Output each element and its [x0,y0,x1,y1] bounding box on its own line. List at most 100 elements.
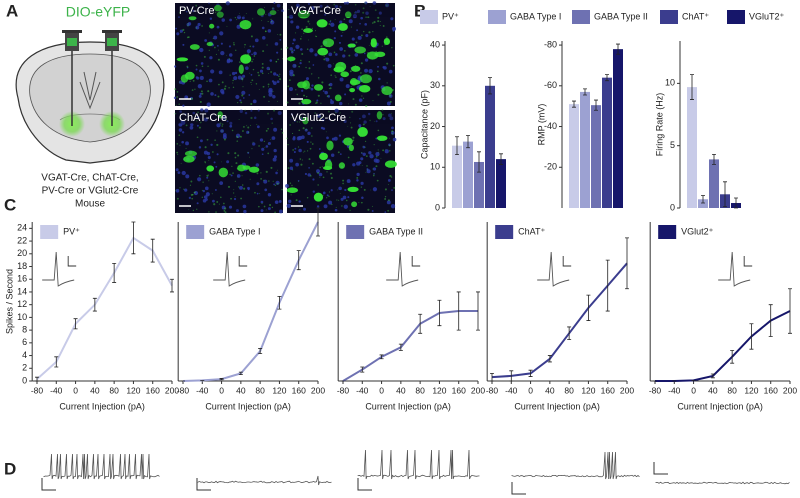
nucleus [373,158,378,163]
error-bar [277,296,282,310]
nucleus [229,124,233,128]
fiber [236,19,238,21]
fiber [328,23,331,26]
cell [333,66,345,73]
nucleus [216,153,219,156]
nucleus [307,2,311,6]
fiber [309,175,312,177]
fiber [178,103,180,106]
fiber [384,188,387,191]
fiber [232,172,234,174]
fiber [328,195,330,198]
inset-scale [562,256,572,267]
nucleus [278,200,282,203]
fiber [355,64,356,66]
nucleus [357,35,362,40]
fiber [206,174,209,177]
cell [384,160,397,168]
nucleus [204,186,209,191]
cell [316,19,328,28]
fiber [309,147,312,150]
fiber [305,128,308,131]
fiber [239,12,240,14]
fiber [330,74,332,76]
cell [217,111,223,119]
fiber [234,180,236,182]
nucleus [242,74,246,78]
fiber [322,176,325,179]
nucleus [225,1,230,6]
nucleus [197,22,201,27]
nucleus [377,65,379,68]
fiber [333,63,334,65]
cell [376,111,383,120]
error-bar [455,136,459,156]
nucleus [290,113,293,116]
fiber [219,122,222,125]
fiber [390,176,393,178]
y-tick-label: 20 [430,121,440,131]
x-tick-label: 120 [126,385,140,395]
nucleus [329,20,332,23]
x-tick-label: 120 [432,385,446,395]
nucleus [339,153,342,155]
cell [214,4,222,12]
fiber [237,102,239,104]
fiber [291,184,293,187]
nucleus [392,137,397,142]
cell [370,39,377,48]
y-tick-label: 24 [17,223,27,233]
fiber [360,62,363,65]
fiber [183,8,186,10]
error-bar [723,181,727,208]
nucleus [265,145,269,148]
fiber [354,103,357,106]
nucleus [333,136,338,141]
fiber [263,6,266,8]
trace-scale [653,462,668,475]
nucleus [365,11,369,15]
fiber [349,209,351,211]
fiber [223,87,227,90]
nucleus [328,52,333,57]
y-tick-label: 0 [435,202,440,212]
nucleus [312,178,315,181]
y-tick-label: 14 [17,286,27,296]
fiber [263,140,266,143]
fiber [321,45,323,47]
fiber [267,127,270,130]
fiber [277,58,279,61]
x-tick-label: 200 [783,385,797,395]
fiber [258,89,260,91]
fiber [218,49,220,51]
nucleus [196,116,200,120]
fiber [258,145,260,147]
nucleus [219,181,224,185]
nucleus [304,172,308,176]
nucleus [388,113,392,118]
fiber [379,20,381,23]
bar [569,104,579,208]
fiber [315,102,317,105]
cell [338,162,346,169]
fiber [238,61,241,63]
y-tick-label: 22 [17,235,27,245]
nucleus [334,108,339,113]
fiber [305,66,307,69]
error-bar [734,197,738,209]
y-tick-label: 5 [670,140,675,150]
fiber [234,16,237,19]
legend-swatch [727,10,745,24]
nucleus [368,151,372,155]
fiber [368,44,370,46]
bar [687,87,697,208]
fiber [204,162,206,164]
x-axis-label: Current Injection (pA) [59,401,145,411]
fiber [310,73,313,75]
error-bar [456,291,461,331]
fiber [337,151,340,154]
nucleus [356,172,360,177]
nucleus [285,183,289,188]
nucleus [344,93,347,96]
fiber [206,80,208,83]
